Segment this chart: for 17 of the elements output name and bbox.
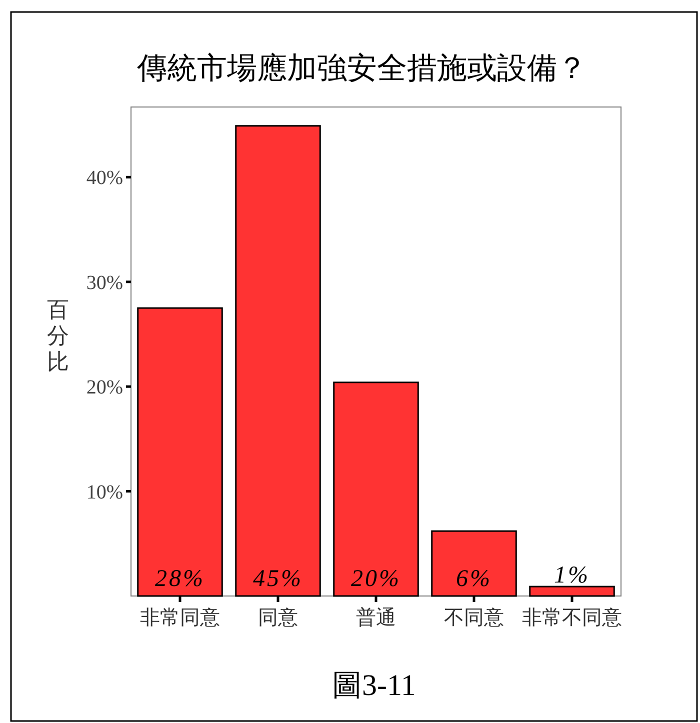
- data-label: 28%: [155, 566, 205, 592]
- y-axis-title: 百分比: [47, 297, 69, 374]
- data-label: 1%: [554, 562, 590, 589]
- y-tick-label: 10%: [86, 481, 123, 504]
- x-tick-label: 非常同意: [140, 607, 220, 629]
- chart-title: 傳統市場應加強安全措施或設備？: [136, 52, 587, 85]
- x-tick-label: 不同意: [444, 607, 504, 629]
- x-tick-label: 非常不同意: [522, 607, 622, 629]
- y-tick-label: 30%: [86, 272, 123, 294]
- data-label: 45%: [253, 566, 303, 592]
- x-tick-label: 同意: [258, 607, 298, 629]
- y-tick-label: 40%: [86, 167, 123, 190]
- caption: 圖3-11: [332, 669, 416, 702]
- x-tick-label: 普通: [356, 606, 396, 629]
- data-label: 6%: [456, 566, 492, 592]
- data-label: 20%: [351, 566, 401, 592]
- y-tick-label: 20%: [86, 376, 123, 399]
